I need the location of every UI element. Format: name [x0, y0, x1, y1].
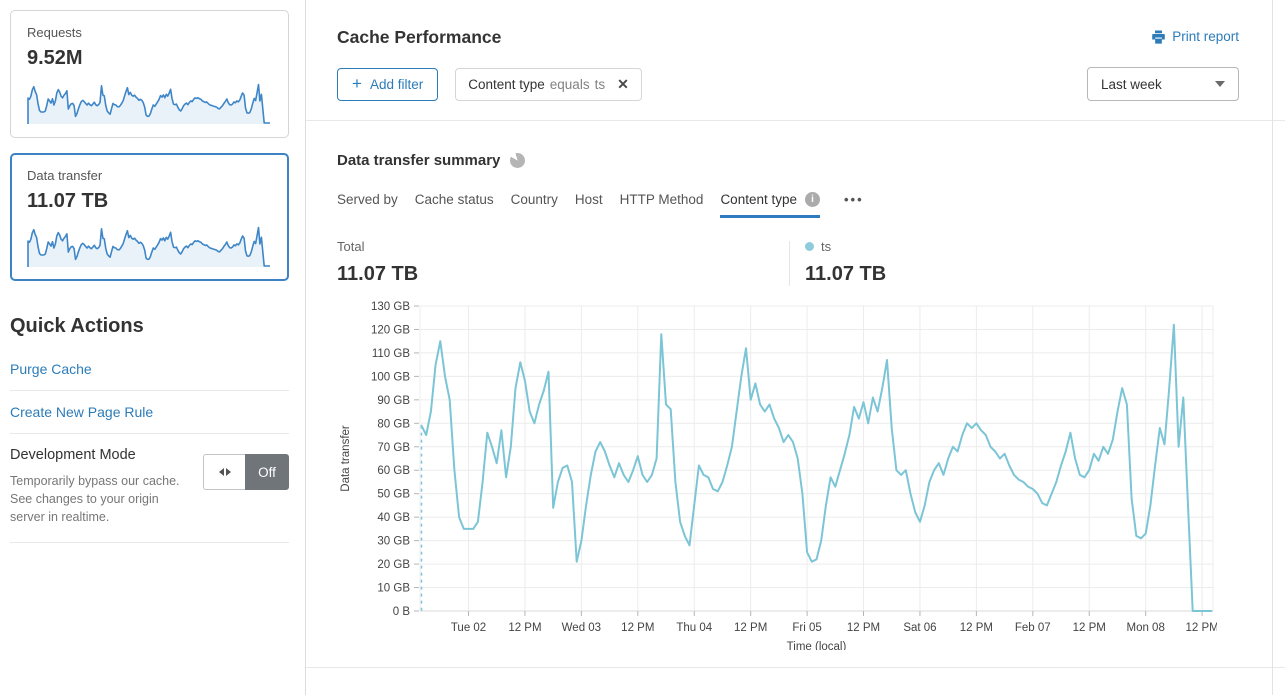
data-transfer-label: Data transfer — [27, 168, 103, 183]
print-report-link[interactable]: Print report — [1151, 29, 1239, 44]
svg-text:12 PM: 12 PM — [847, 622, 880, 634]
legend-block: ts 11.07 TB — [805, 239, 886, 286]
development-mode-section: Development Mode Temporarily bypass our … — [10, 434, 289, 544]
total-value: 11.07 TB — [337, 263, 419, 285]
svg-text:12 PM: 12 PM — [734, 622, 767, 634]
legend-series-name: ts — [821, 239, 832, 254]
development-mode-title: Development Mode — [10, 447, 136, 463]
main-content: Cache Performance Print report + Add fil… — [305, 0, 1285, 695]
svg-text:100 GB: 100 GB — [371, 371, 410, 383]
tab-http-method[interactable]: HTTP Method — [619, 192, 704, 207]
svg-text:12 PM: 12 PM — [1185, 622, 1217, 634]
svg-text:Wed 03: Wed 03 — [562, 622, 601, 634]
create-page-rule-link[interactable]: Create New Page Rule — [10, 391, 289, 434]
svg-text:Tue 02: Tue 02 — [451, 622, 486, 634]
chevron-down-icon — [1215, 81, 1225, 87]
svg-text:12 PM: 12 PM — [508, 622, 541, 634]
time-range-select[interactable]: Last week — [1087, 67, 1239, 101]
svg-text:Sat 06: Sat 06 — [903, 622, 936, 634]
page-title: Cache Performance — [337, 27, 502, 47]
requests-metric-card[interactable]: Requests 9.52M — [10, 10, 289, 138]
filter-chip-value: ts — [594, 76, 606, 92]
svg-text:12 PM: 12 PM — [960, 622, 993, 634]
total-label: Total — [337, 239, 365, 254]
svg-text:10 GB: 10 GB — [377, 583, 410, 595]
triangle-right-icon — [225, 468, 231, 476]
tab-content-type[interactable]: Content type i — [720, 192, 820, 218]
svg-text:20 GB: 20 GB — [377, 559, 410, 571]
summary-header: Data transfer summary — [306, 121, 1285, 169]
add-filter-label: Add filter — [369, 76, 424, 92]
development-mode-text: Development Mode Temporarily bypass our … — [10, 447, 182, 526]
requests-label: Requests — [27, 25, 82, 40]
requests-value: 9.52M — [27, 47, 83, 69]
plus-icon: + — [352, 74, 362, 93]
chart-bottom-divider — [306, 667, 1285, 668]
tab-cache-status[interactable]: Cache status — [414, 192, 494, 207]
add-filter-button[interactable]: + Add filter — [337, 67, 439, 101]
sidebar: Requests 9.52M Data transfer 11.07 TB Qu… — [0, 0, 305, 695]
filter-chip-content-type[interactable]: Content type equals ts ✕ — [455, 67, 642, 101]
purge-cache-link[interactable]: Purge Cache — [10, 348, 289, 391]
development-mode-description: Temporarily bypass our cache. See change… — [10, 474, 180, 525]
svg-text:Feb 07: Feb 07 — [1015, 622, 1051, 634]
filter-chip-operator: equals — [549, 76, 590, 92]
svg-text:80 GB: 80 GB — [377, 418, 410, 430]
development-mode-toggle[interactable]: Off — [203, 454, 289, 490]
data-transfer-sparkline-chart — [27, 226, 270, 267]
svg-text:Data transfer: Data transfer — [340, 425, 352, 492]
svg-text:120 GB: 120 GB — [371, 324, 410, 336]
svg-text:110 GB: 110 GB — [372, 348, 410, 360]
svg-text:Mon 08: Mon 08 — [1126, 622, 1164, 634]
filter-row: + Add filter Content type equals ts ✕ La… — [306, 48, 1285, 120]
totals-row: Total 11.07 TB ts 11.07 TB — [306, 218, 1285, 286]
header-divider — [306, 120, 1285, 121]
svg-text:30 GB: 30 GB — [377, 536, 410, 548]
svg-text:12 PM: 12 PM — [1073, 622, 1106, 634]
svg-text:0 B: 0 B — [393, 606, 411, 618]
more-tabs-ellipsis-icon[interactable]: ••• — [844, 192, 864, 207]
tab-country[interactable]: Country — [510, 192, 558, 207]
svg-text:60 GB: 60 GB — [377, 465, 410, 477]
print-report-label: Print report — [1172, 29, 1239, 44]
printer-icon — [1152, 29, 1166, 44]
dimension-tabs: Served by Cache status Country Host HTTP… — [306, 169, 1285, 218]
time-range-value: Last week — [1101, 76, 1162, 92]
legend-series-value: 11.07 TB — [805, 263, 887, 285]
data-transfer-metric-card[interactable]: Data transfer 11.07 TB — [10, 153, 289, 281]
tab-served-by[interactable]: Served by — [337, 192, 398, 207]
tab-content-type-label: Content type — [720, 192, 797, 207]
toggle-arrows-icon[interactable] — [203, 454, 245, 490]
chart-area: 0 B 10 GB 20 GB 30 GB 40 GB 50 GB 60 GB 70 GB 80… — [306, 286, 1285, 653]
svg-text:130 GB: 130 GB — [371, 301, 410, 313]
svg-text:50 GB: 50 GB — [377, 489, 410, 501]
legend-entry-ts: ts — [805, 239, 886, 254]
sampled-data-pie-icon — [510, 153, 526, 168]
filter-chip-field: Content type — [468, 76, 545, 92]
filter-chip-remove-icon[interactable]: ✕ — [617, 75, 629, 92]
svg-text:70 GB: 70 GB — [377, 442, 410, 454]
svg-text:Time (local): Time (local) — [787, 641, 847, 650]
triangle-left-icon — [218, 468, 224, 476]
svg-text:Thu 04: Thu 04 — [676, 622, 712, 634]
data-transfer-value: 11.07 TB — [27, 190, 109, 212]
info-icon[interactable]: i — [805, 192, 820, 207]
total-block: Total 11.07 TB — [337, 239, 789, 286]
svg-text:90 GB: 90 GB — [377, 395, 410, 407]
summary-title: Data transfer summary — [337, 152, 501, 169]
data-transfer-line-chart: 0 B 10 GB 20 GB 30 GB 40 GB 50 GB 60 GB 70 GB 80… — [340, 301, 1219, 653]
quick-actions-title: Quick Actions — [10, 315, 144, 337]
main-header: Cache Performance Print report — [306, 0, 1285, 48]
tab-host[interactable]: Host — [574, 192, 603, 207]
totals-divider — [789, 241, 790, 286]
svg-text:Fri 05: Fri 05 — [792, 622, 821, 634]
series-color-dot-icon — [805, 242, 814, 251]
svg-text:40 GB: 40 GB — [377, 512, 410, 524]
svg-text:12 PM: 12 PM — [621, 622, 654, 634]
toggle-off-state[interactable]: Off — [245, 454, 289, 490]
requests-sparkline-chart — [27, 83, 270, 124]
